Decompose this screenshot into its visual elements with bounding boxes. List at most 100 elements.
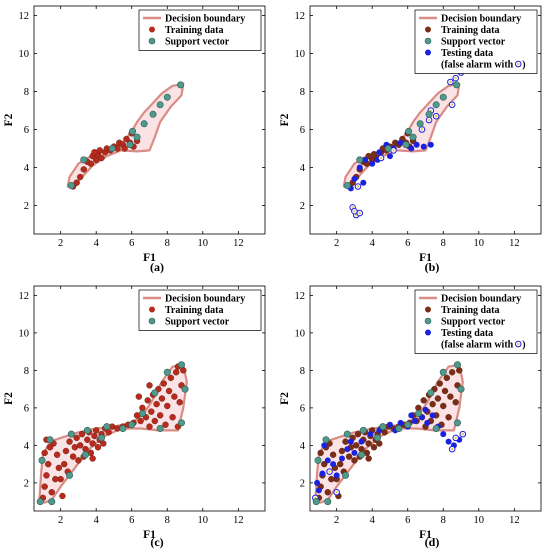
x-axis-label: F1 — [419, 529, 432, 541]
training-point — [84, 436, 91, 443]
training-point — [57, 475, 64, 483]
x-tick-label: 10 — [198, 515, 209, 526]
x-tick-label: 12 — [509, 238, 520, 249]
training-point — [317, 449, 324, 457]
x-tick-label: 6 — [129, 238, 134, 249]
panel-label: (a) — [150, 260, 164, 274]
training-point — [162, 421, 169, 428]
training-point — [98, 154, 105, 162]
y-tick-label: 8 — [24, 87, 29, 98]
training-point — [91, 149, 98, 156]
panel-b: 2 4 6 8 10 12 2 4 6 8 10 12 F1 F2 (b) Decision boundary… — [279, 5, 542, 274]
testing-point — [397, 419, 404, 426]
support-vector-point — [163, 368, 171, 376]
legend-support-swatch — [424, 317, 432, 325]
y-tick-label: 2 — [300, 478, 305, 489]
testing-point — [333, 472, 340, 479]
panel-c: 2 4 6 8 10 12 2 4 6 8 10 12 F1 F2 (c) Decision boundary… — [3, 285, 266, 549]
testing-point — [445, 438, 452, 445]
support-vector-point — [314, 456, 322, 464]
training-point — [329, 451, 337, 458]
training-point — [337, 460, 344, 468]
x-tick-label: 8 — [441, 238, 446, 249]
testing-point — [360, 179, 367, 186]
x-tick-label: 10 — [198, 238, 209, 249]
legend-entry: Training data — [165, 305, 223, 316]
training-point — [441, 387, 449, 395]
support-vector-point — [322, 436, 330, 444]
testing-point — [314, 479, 321, 486]
false-alarm-marker — [351, 206, 354, 209]
training-point — [61, 460, 68, 468]
training-point — [358, 445, 365, 453]
testing-point — [386, 421, 393, 428]
support-vector-point — [177, 419, 185, 427]
training-point — [139, 404, 146, 412]
false-alarm-marker — [335, 491, 338, 494]
legend-training-swatch — [425, 26, 431, 33]
support-vector-point — [133, 133, 141, 141]
x-tick-label: 2 — [58, 238, 63, 249]
training-point — [443, 374, 451, 382]
training-point — [76, 173, 84, 181]
testing-point — [411, 418, 418, 424]
x-tick-label: 2 — [334, 515, 339, 526]
legend-support-swatch — [148, 37, 156, 45]
legend-support-swatch — [424, 37, 432, 45]
training-point — [92, 156, 100, 164]
testing-point — [408, 145, 415, 152]
training-point — [92, 427, 100, 434]
training-point — [172, 369, 180, 376]
y-tick-label: 10 — [19, 328, 30, 339]
false-alarm-marker — [353, 210, 356, 213]
y-tick-label: 10 — [19, 49, 30, 60]
support-vector-point — [177, 361, 185, 369]
training-point — [151, 417, 159, 425]
support-vector-point — [80, 156, 88, 164]
legend-entry: Testing data — [441, 328, 493, 339]
support-vector-point — [38, 456, 46, 464]
training-point — [354, 430, 362, 438]
training-point — [48, 489, 55, 496]
training-point — [41, 449, 48, 457]
training-point — [176, 399, 183, 406]
training-point — [121, 145, 128, 152]
training-point — [169, 414, 176, 421]
training-point — [452, 399, 459, 406]
x-tick-label: 4 — [94, 238, 100, 249]
training-point — [89, 440, 96, 447]
y-tick-label: 2 — [24, 201, 29, 212]
support-vector-point — [374, 434, 382, 442]
x-tick-label: 4 — [370, 515, 376, 526]
support-vector-point — [395, 424, 403, 432]
y-tick-label: 12 — [19, 11, 30, 22]
testing-point — [429, 412, 436, 419]
testing-point — [358, 438, 365, 445]
support-vector-point — [129, 127, 137, 135]
panel-label: (c) — [150, 535, 163, 549]
legend-training-swatch — [149, 306, 155, 313]
training-point — [73, 434, 80, 442]
support-vector-point — [457, 385, 465, 393]
x-tick-label: 8 — [165, 515, 170, 526]
y-tick-label: 12 — [295, 11, 306, 22]
testing-point — [397, 139, 404, 146]
legend-entry: Support vector — [441, 37, 506, 48]
false-alarm-marker — [356, 185, 360, 188]
support-vector-point — [149, 110, 157, 118]
training-point — [440, 402, 447, 410]
support-vector-point — [356, 156, 364, 164]
y-tick-label: 4 — [24, 163, 30, 174]
support-vector-point — [140, 120, 148, 128]
support-vector-point — [453, 81, 461, 89]
y-tick-label: 12 — [19, 291, 30, 302]
support-vector-point — [119, 424, 127, 432]
support-vector-point — [416, 120, 424, 128]
false-alarm-marker — [450, 447, 454, 451]
support-vector-point — [358, 451, 366, 459]
legend-entry: Support vector — [165, 37, 230, 48]
legend-entry: Decision boundary — [165, 294, 245, 305]
false-alarm-marker — [392, 149, 395, 152]
